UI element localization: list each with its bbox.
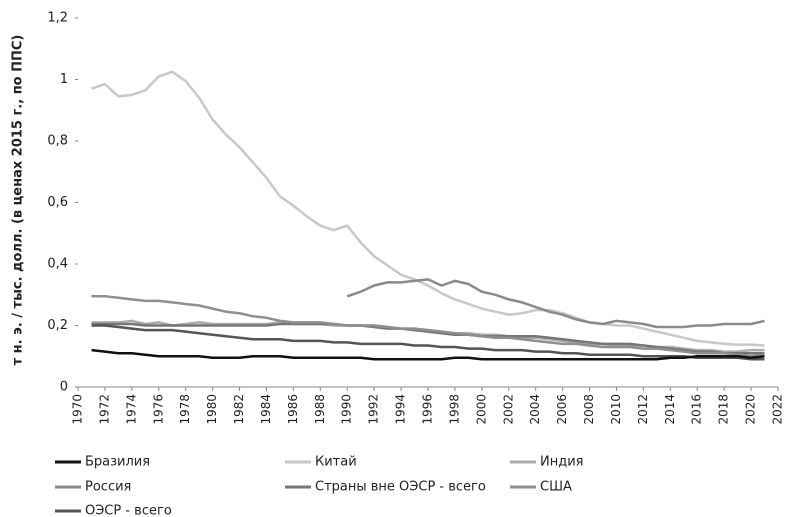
x-tick-label: 2006: [555, 394, 569, 425]
series-line: [91, 70, 765, 347]
x-tick-label: 2012: [636, 394, 650, 425]
y-axis-label: т н. э. / тыс. долл. (в ценах 2015 г., п…: [11, 35, 26, 366]
x-tick-label: 1994: [394, 394, 408, 425]
legend-label: Бразилия: [85, 455, 150, 470]
y-tick-label: 0,2: [47, 318, 68, 333]
y-tick-label: 1,2: [47, 11, 68, 26]
y-tick-label: 1: [60, 72, 68, 87]
x-tick-label: 1972: [97, 394, 111, 425]
x-tick-label: 2010: [609, 394, 623, 425]
x-tick-label: 2014: [663, 394, 677, 425]
x-tick-label: 2002: [501, 394, 515, 425]
x-tick-label: 1978: [178, 394, 192, 425]
legend-label: Страны вне ОЭСР - всего: [315, 480, 486, 495]
y-tick-label: 0,6: [47, 195, 68, 210]
x-tick-label: 1990: [340, 394, 354, 425]
x-tick-label: 1980: [205, 394, 219, 425]
x-tick-label: 2016: [690, 394, 704, 425]
x-tick-label: 1992: [367, 394, 381, 425]
x-tick-label: 1970: [71, 394, 85, 425]
legend-label: США: [540, 480, 572, 495]
x-tick-label: 1984: [259, 394, 273, 425]
legend-label: Россия: [85, 480, 131, 495]
x-tick-label: 2008: [582, 394, 596, 425]
x-tick-label: 2000: [474, 394, 488, 425]
x-tick-label: 2018: [717, 394, 731, 425]
x-tick-label: 1982: [232, 394, 246, 425]
series-line: [91, 322, 765, 355]
y-tick-label: 0,4: [47, 257, 68, 272]
y-tick-label: 0: [60, 380, 68, 395]
legend-label: Китай: [315, 455, 357, 470]
x-tick-label: 1988: [313, 394, 327, 425]
x-tick-label: 1998: [447, 394, 461, 425]
series-line: [346, 278, 765, 329]
x-tick-label: 1986: [286, 394, 300, 425]
y-tick-label: 0,8: [47, 134, 68, 149]
series-line: [91, 295, 765, 358]
x-tick-label: 1976: [151, 394, 165, 425]
x-tick-label: 2020: [744, 394, 758, 425]
x-tick-label: 2004: [528, 394, 542, 425]
series-line: [91, 348, 765, 361]
legend-label: Индия: [540, 455, 583, 470]
x-tick-label: 1974: [124, 394, 138, 425]
legend-label: ОЭСР - всего: [85, 504, 172, 517]
series-line: [91, 324, 765, 361]
x-tick-label: 2022: [771, 394, 785, 425]
x-tick-label: 1996: [421, 394, 435, 425]
